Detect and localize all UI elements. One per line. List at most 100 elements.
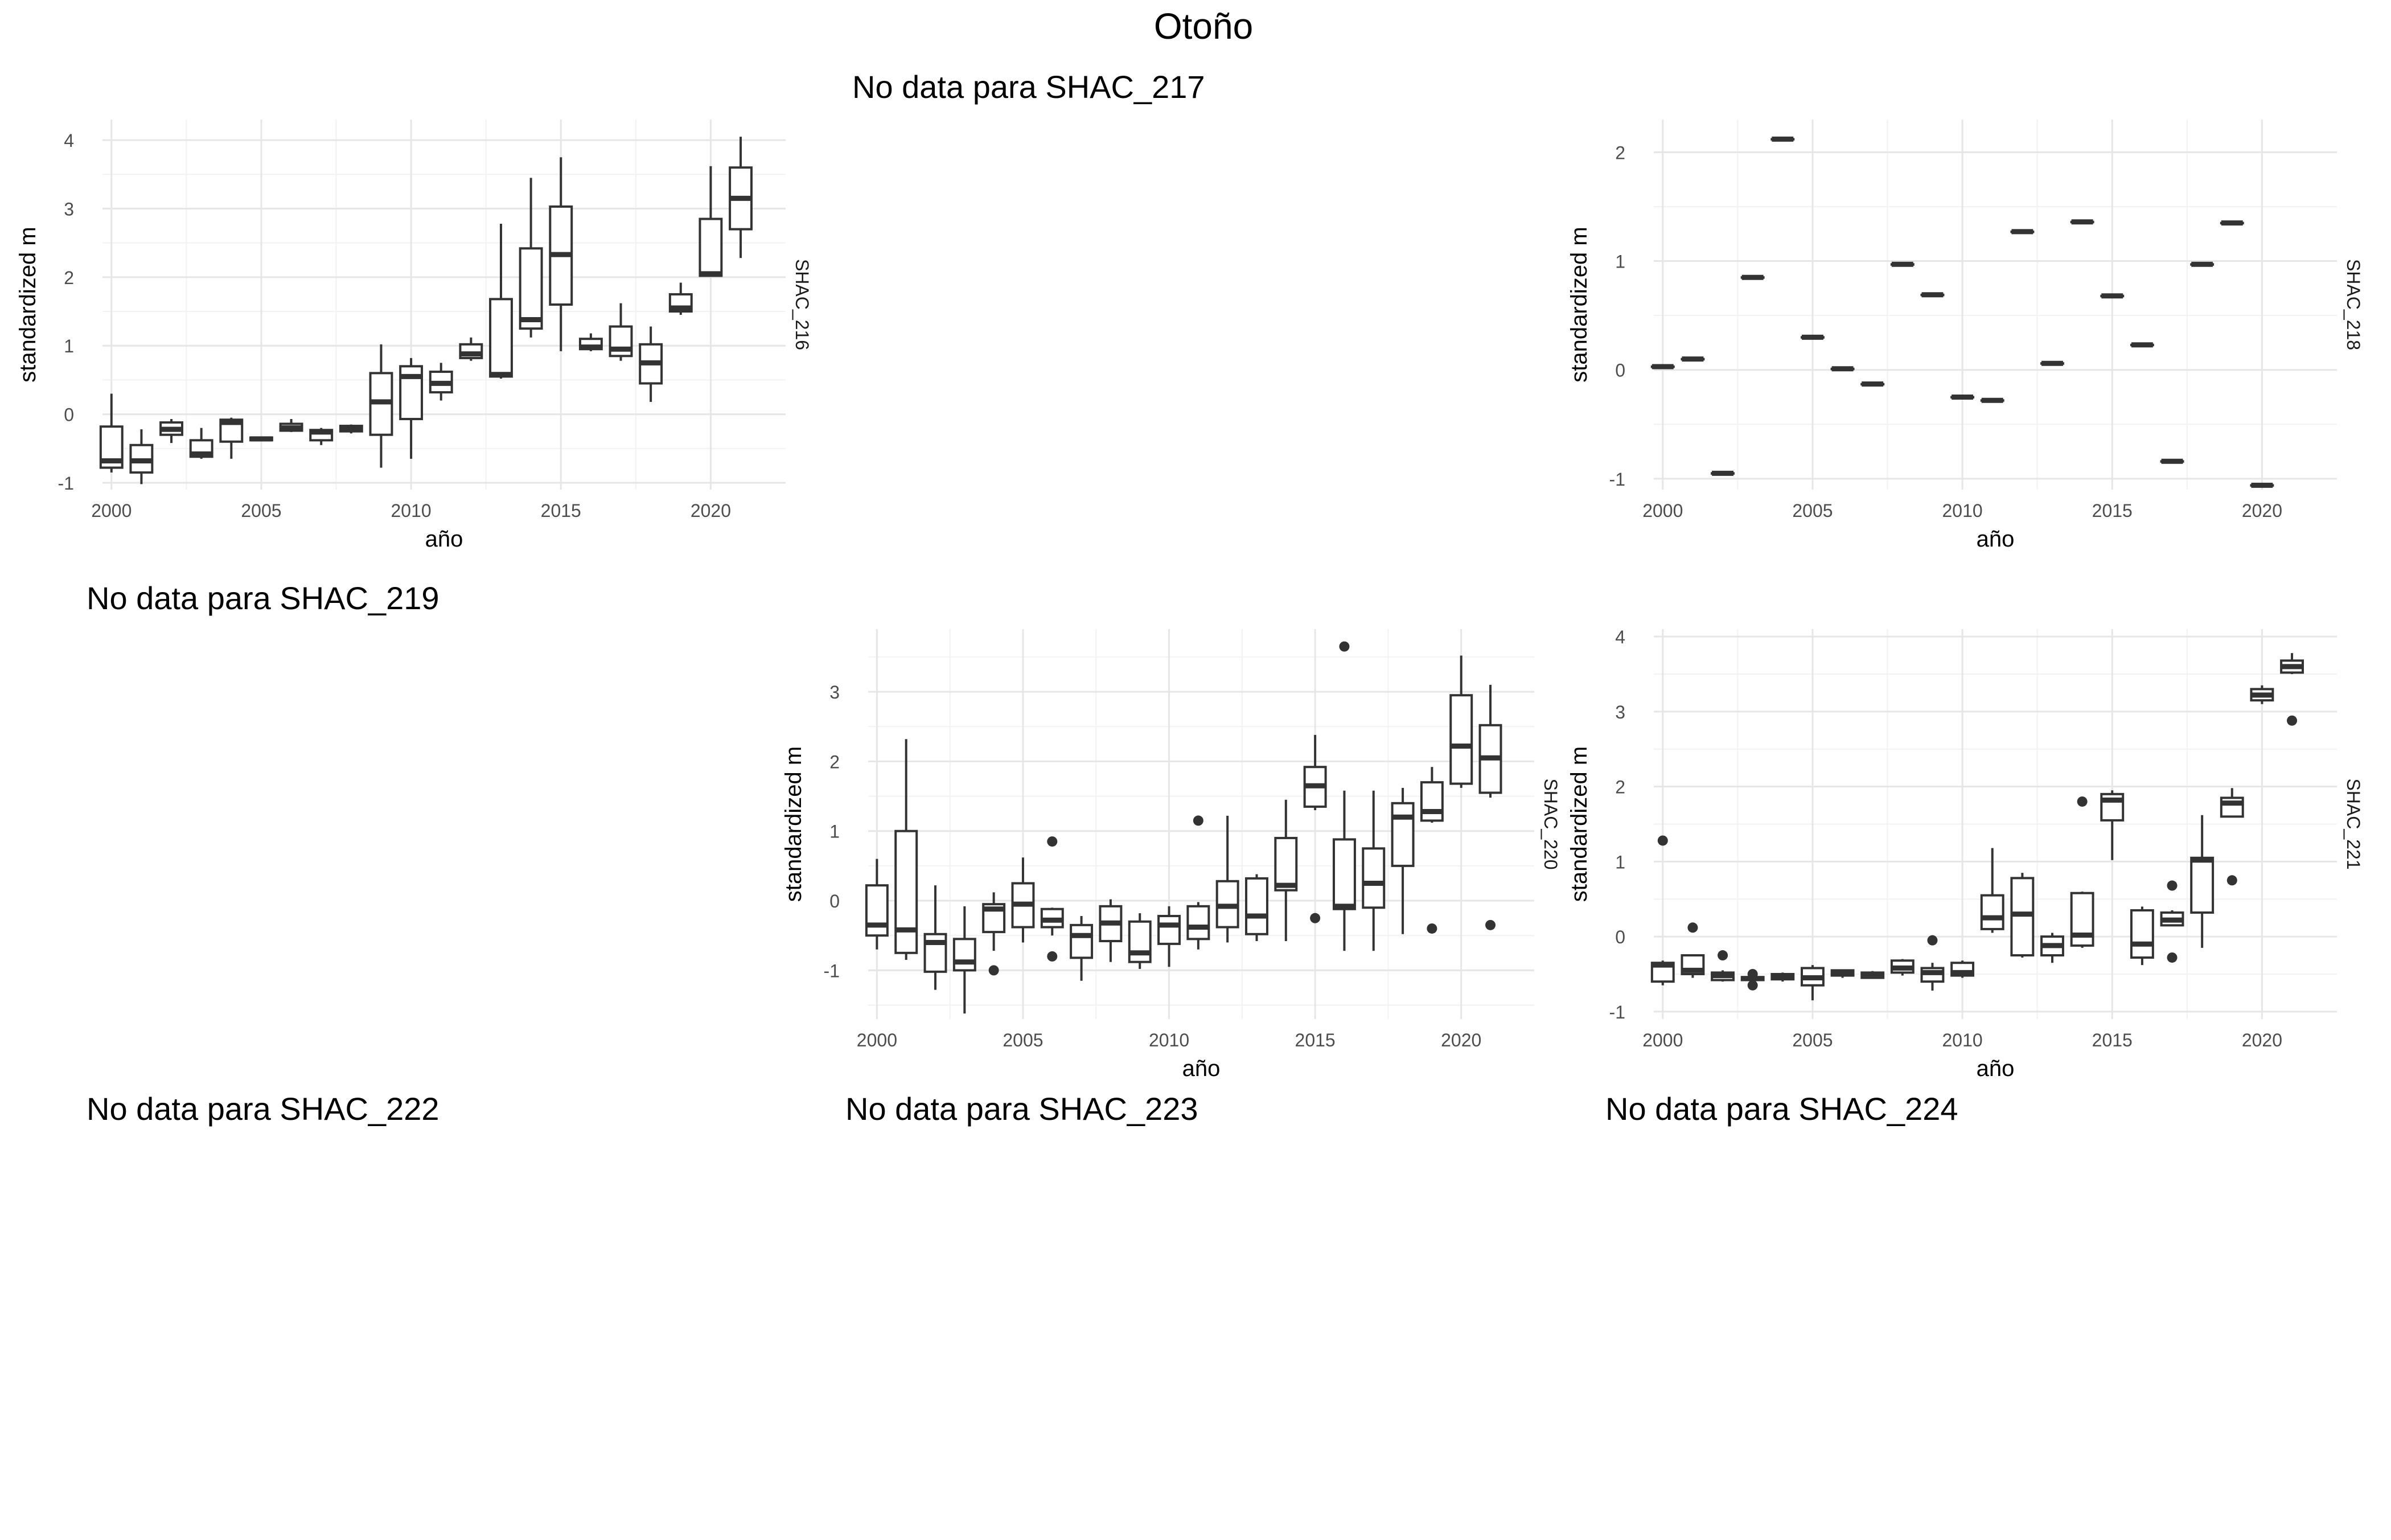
x-axis-title: año [1977, 527, 2015, 552]
y-axis-title: standardized m [15, 227, 40, 382]
box-2017 [2160, 880, 2184, 963]
y-tick-label: 0 [829, 891, 840, 911]
x-tick-label: 2015 [2092, 1030, 2133, 1050]
no-data-message: No data para SHAC_222 [87, 1091, 439, 1127]
iqr-box [519, 247, 543, 330]
y-tick-label: 2 [64, 268, 74, 288]
box-2009 [1128, 913, 1152, 969]
iqr-box [1070, 923, 1094, 959]
facet-panels: 2000 2005 2010 2015 2020-101234añostandardiz… [15, 69, 2364, 1127]
box-2014 [1274, 799, 1298, 941]
box-2012 [2010, 873, 2035, 958]
facet-strip-label: SHAC_218 [2343, 259, 2364, 350]
box-2017 [1362, 790, 1386, 951]
box-2005 [1011, 857, 1035, 943]
box-2013 [2040, 360, 2064, 366]
outlier-point [1193, 815, 1203, 826]
box-2006 [1830, 969, 1855, 978]
x-tick-label: 2010 [391, 500, 432, 521]
outlier-point [1927, 935, 1938, 946]
box-2015 [2100, 790, 2125, 860]
box-2006 [1040, 836, 1064, 962]
box-2018 [2190, 261, 2215, 267]
box-2006 [279, 419, 303, 432]
box-2016 [578, 333, 603, 351]
box-2000 [1650, 835, 1675, 985]
y-tick-label: -1 [58, 473, 74, 494]
x-tick-label: 2000 [1642, 500, 1683, 521]
box-2020 [699, 166, 723, 277]
iqr-box [2190, 856, 2215, 914]
iqr-box [923, 933, 947, 973]
box-2003 [1740, 274, 1765, 280]
box-2005 [1801, 334, 1825, 340]
x-axis-title: año [1182, 1056, 1221, 1081]
y-tick-label: 4 [1615, 627, 1625, 647]
boxplot-panel-shac_221: 2000 2005 2010 2015 2020 -1 0 1 2 3 4 año standardiz… [1567, 627, 2364, 1081]
outlier-point [2287, 715, 2298, 726]
x-tick-label: 2000 [91, 500, 132, 521]
iqr-box [1157, 914, 1181, 945]
box-2015 [549, 157, 573, 351]
box-2019 [2220, 788, 2244, 886]
boxplot-panel-shac_218: 2000 2005 2010 2015 2020 -1 0 1 2 año standardized… [1567, 120, 2364, 552]
y-axis-title: standardized m [781, 746, 806, 902]
box-2007 [309, 428, 334, 445]
box-2015 [1303, 734, 1327, 923]
box-2002 [1711, 950, 1735, 982]
box-2008 [1890, 261, 1915, 267]
box-2021 [1478, 684, 1502, 930]
box-2008 [1099, 899, 1123, 962]
no-data-message: No data para SHAC_223 [845, 1091, 1198, 1127]
box-2003 [952, 906, 976, 1014]
box-2007 [1860, 381, 1885, 387]
x-tick-label: 2015 [2092, 500, 2133, 521]
box-2020 [1449, 655, 1473, 788]
y-tick-label: 2 [1615, 142, 1625, 163]
y-tick-label: 4 [64, 130, 74, 151]
y-tick-label: 0 [1615, 927, 1625, 947]
y-tick-label: 2 [829, 751, 840, 772]
iqr-box [2130, 909, 2154, 959]
x-axis-title: año [1977, 1056, 2015, 1081]
box-2009 [369, 344, 393, 468]
iqr-box [1980, 894, 2004, 930]
boxplot-panel-shac_216: 2000 2005 2010 2015 2020 -1 0 1 2 3 4 año standardiz… [15, 120, 812, 552]
box-2013 [489, 223, 513, 379]
y-axis-title: standardized m [1567, 227, 1592, 382]
box-2020 [2250, 685, 2274, 704]
x-tick-label: 2015 [1295, 1030, 1336, 1050]
x-tick-label: 2000 [857, 1030, 897, 1050]
box-2004 [1770, 972, 1795, 982]
box-2008 [1890, 959, 1915, 976]
box-2001 [1681, 922, 1705, 978]
box-2021 [2280, 653, 2304, 726]
iqr-box [1362, 847, 1386, 909]
box-2001 [1681, 356, 1705, 362]
y-tick-label: -1 [1609, 1002, 1625, 1022]
y-axis-title: standardized m [1567, 746, 1592, 902]
outlier-point [988, 965, 999, 976]
iqr-box [1420, 781, 1444, 822]
iqr-box [1186, 905, 1210, 941]
outlier-point [2167, 952, 2178, 963]
no-data-message: No data para SHAC_219 [87, 580, 439, 616]
box-2003 [1740, 968, 1765, 991]
box-2014 [519, 178, 543, 338]
no-data-message: No data para SHAC_217 [852, 69, 1205, 105]
iqr-box [1274, 836, 1298, 892]
outlier-point [1747, 980, 1758, 991]
outlier-point [1718, 950, 1728, 961]
y-tick-label: -1 [1609, 469, 1625, 490]
box-2016 [2130, 906, 2154, 966]
box-2011 [1980, 848, 2004, 933]
box-2019 [668, 282, 693, 315]
box-2010 [1950, 960, 1975, 978]
x-tick-label: 2015 [541, 500, 581, 521]
y-tick-label: 1 [64, 336, 74, 356]
box-2019 [1420, 767, 1444, 934]
box-2005 [249, 436, 273, 442]
box-2010 [1950, 395, 1975, 400]
box-2002 [923, 885, 947, 990]
box-2000 [99, 393, 124, 473]
